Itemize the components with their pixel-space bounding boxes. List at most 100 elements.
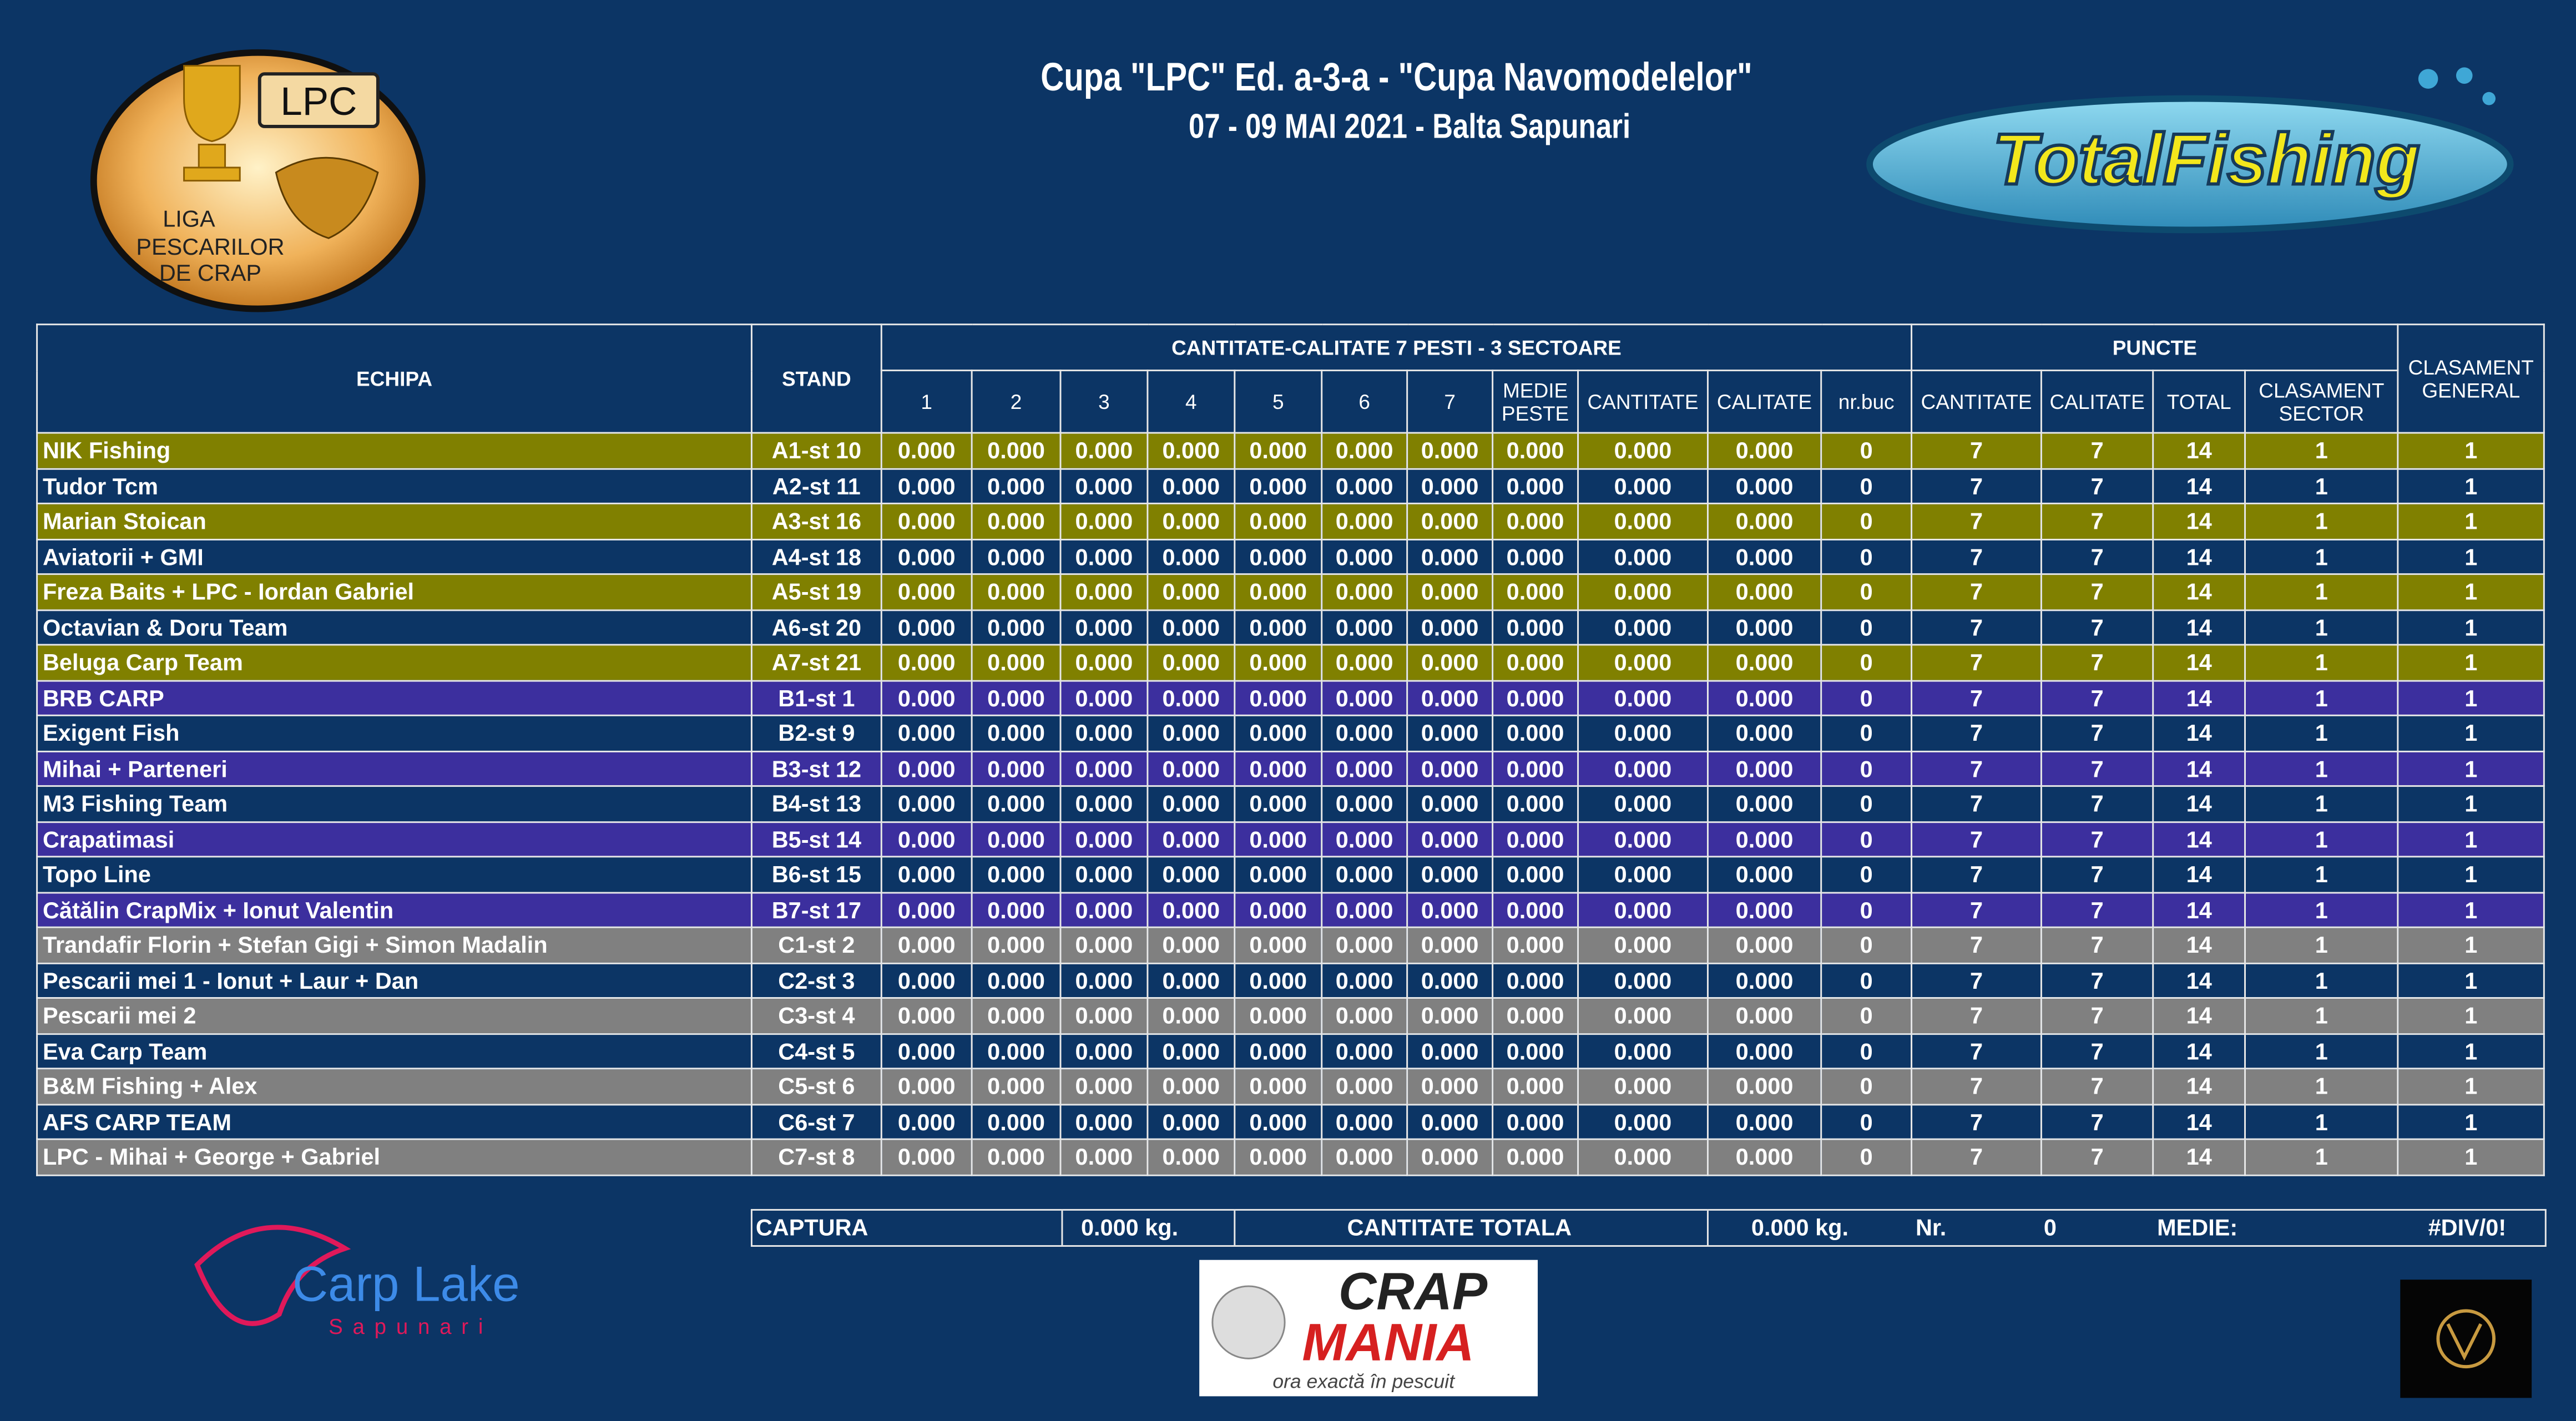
cell: 0: [1820, 608, 1913, 646]
cell: 0.000: [880, 750, 973, 787]
cell: 0.000: [880, 679, 973, 716]
cell: 0.000: [1146, 785, 1236, 822]
cell: 1: [2244, 997, 2399, 1034]
result-row: M3 Fishing Team B4-st 13 0.000 0.000 0.000 0.…: [36, 785, 2545, 822]
cell: 1: [2397, 608, 2545, 646]
team-cell: Aviatorii + GMI: [36, 538, 752, 575]
carp-lake-fish: [194, 1225, 351, 1326]
cell: 1: [2397, 1032, 2545, 1070]
cell: 1: [2244, 962, 2399, 999]
cell: 0.000: [1706, 644, 1822, 681]
cell: 0.000: [1146, 1138, 1236, 1176]
cell: 0.000: [1321, 926, 1408, 964]
cell: 0.000: [971, 538, 1062, 575]
cell: 14: [2152, 679, 2246, 716]
cell: 0: [1820, 1138, 1913, 1176]
cell: 0.000: [1146, 856, 1236, 893]
cell: 0.000: [1706, 785, 1822, 822]
cell: 7: [1911, 962, 2042, 999]
cell: 0.000: [1577, 891, 1709, 928]
team-cell: Trandafir Florin + Stefan Gigi + Simon M…: [36, 926, 752, 964]
cell: 1: [2244, 926, 2399, 964]
cell: 0.000: [880, 1138, 973, 1176]
cell: B7-st 17: [750, 891, 882, 928]
cell: 0.000: [1492, 1103, 1579, 1140]
cell: 0.000: [1492, 962, 1579, 999]
lpc-badge: LPC: [280, 80, 357, 124]
cell: 0: [1820, 891, 1913, 928]
cell: 7: [2040, 1103, 2154, 1140]
team-cell: LPC - Mihai + George + Gabriel: [36, 1138, 752, 1176]
cell: 0.000: [1492, 573, 1579, 610]
cell: 0.000: [1234, 1032, 1323, 1070]
cell: B5-st 14: [750, 820, 882, 858]
cell: 14: [2152, 891, 2246, 928]
cell: 7: [1911, 926, 2042, 964]
cell: 0: [1820, 962, 1913, 999]
cell: 0.000: [880, 467, 973, 504]
result-row: Trandafir Florin + Stefan Gigi + Simon M…: [36, 926, 2545, 964]
cell: 0.000: [971, 997, 1062, 1034]
cell: 0.000: [1577, 714, 1709, 752]
cell: 0.000: [1321, 1103, 1408, 1140]
cell: 0.000: [1706, 502, 1822, 540]
cell: 0: [1820, 750, 1913, 787]
cell: C2-st 3: [750, 962, 882, 999]
summary-value: 0: [2043, 1213, 2057, 1241]
team-cell: Eva Carp Team: [36, 1032, 752, 1070]
cell: 0.000: [1706, 856, 1822, 893]
cell: 1: [2244, 785, 2399, 822]
cell: 0.000: [1577, 467, 1709, 504]
team-cell: M3 Fishing Team: [36, 785, 752, 822]
result-row: Aviatorii + GMI A4-st 18 0.000 0.000 0.000 0.…: [36, 538, 2545, 575]
result-row: LPC - Mihai + George + Gabriel C7-st 8 0.0…: [36, 1138, 2545, 1176]
bubble: [2418, 69, 2438, 89]
cell: 0.000: [1321, 608, 1408, 646]
cell: 0.000: [1706, 432, 1822, 469]
cell: 7: [2040, 1138, 2154, 1176]
cell: 0.000: [1492, 891, 1579, 928]
cell: 0.000: [1406, 714, 1494, 752]
cell: 0.000: [1577, 573, 1709, 610]
cell: 0.000: [971, 856, 1062, 893]
cell: 1: [2397, 679, 2545, 716]
cell: 0.000: [1406, 1032, 1494, 1070]
cell: 7: [2040, 432, 2154, 469]
cell: 0.000: [1321, 644, 1408, 681]
cell: 0.000: [1146, 820, 1236, 858]
cell: 0.000: [1577, 538, 1709, 575]
cell: 0.000: [1321, 679, 1408, 716]
cell: 7: [2040, 644, 2154, 681]
cell: 14: [2152, 856, 2246, 893]
cell: 1: [2397, 997, 2545, 1034]
cell: 0: [1820, 573, 1913, 610]
cell: 0.000: [1577, 1032, 1709, 1070]
cell: 0.000: [1234, 891, 1323, 928]
cell: 0.000: [1706, 1068, 1822, 1105]
cell: 0.000: [1321, 1138, 1408, 1176]
cell: 0.000: [1059, 714, 1149, 752]
cell: 0.000: [1321, 750, 1408, 787]
cell: 0.000: [1234, 785, 1323, 822]
cell: 0.000: [1234, 1103, 1323, 1140]
cell: 0.000: [1146, 1032, 1236, 1070]
cell: 0.000: [1492, 467, 1579, 504]
result-row: Eva Carp Team C4-st 5 0.000 0.000 0.000 0.000…: [36, 1032, 2545, 1070]
team-cell: Marian Stoican: [36, 502, 752, 540]
cell: 0.000: [880, 997, 973, 1034]
result-row: Freza Baits + LPC - Iordan Gabriel A5-st …: [36, 573, 2545, 610]
result-row: Exigent Fish B2-st 9 0.000 0.000 0.000 0.000 0…: [36, 714, 2545, 752]
cell: 0.000: [1234, 644, 1323, 681]
cell: 7: [2040, 679, 2154, 716]
cell: 7: [2040, 891, 2154, 928]
cell: 1: [2397, 750, 2545, 787]
cell: 0.000: [971, 785, 1062, 822]
cell: 1: [2397, 502, 2545, 540]
cell: 14: [2152, 538, 2246, 575]
cell: 7: [1911, 432, 2042, 469]
cell: 0: [1820, 467, 1913, 504]
cell: B2-st 9: [750, 714, 882, 752]
cell: 0.000: [1706, 679, 1822, 716]
cell: 0.000: [1706, 997, 1822, 1034]
